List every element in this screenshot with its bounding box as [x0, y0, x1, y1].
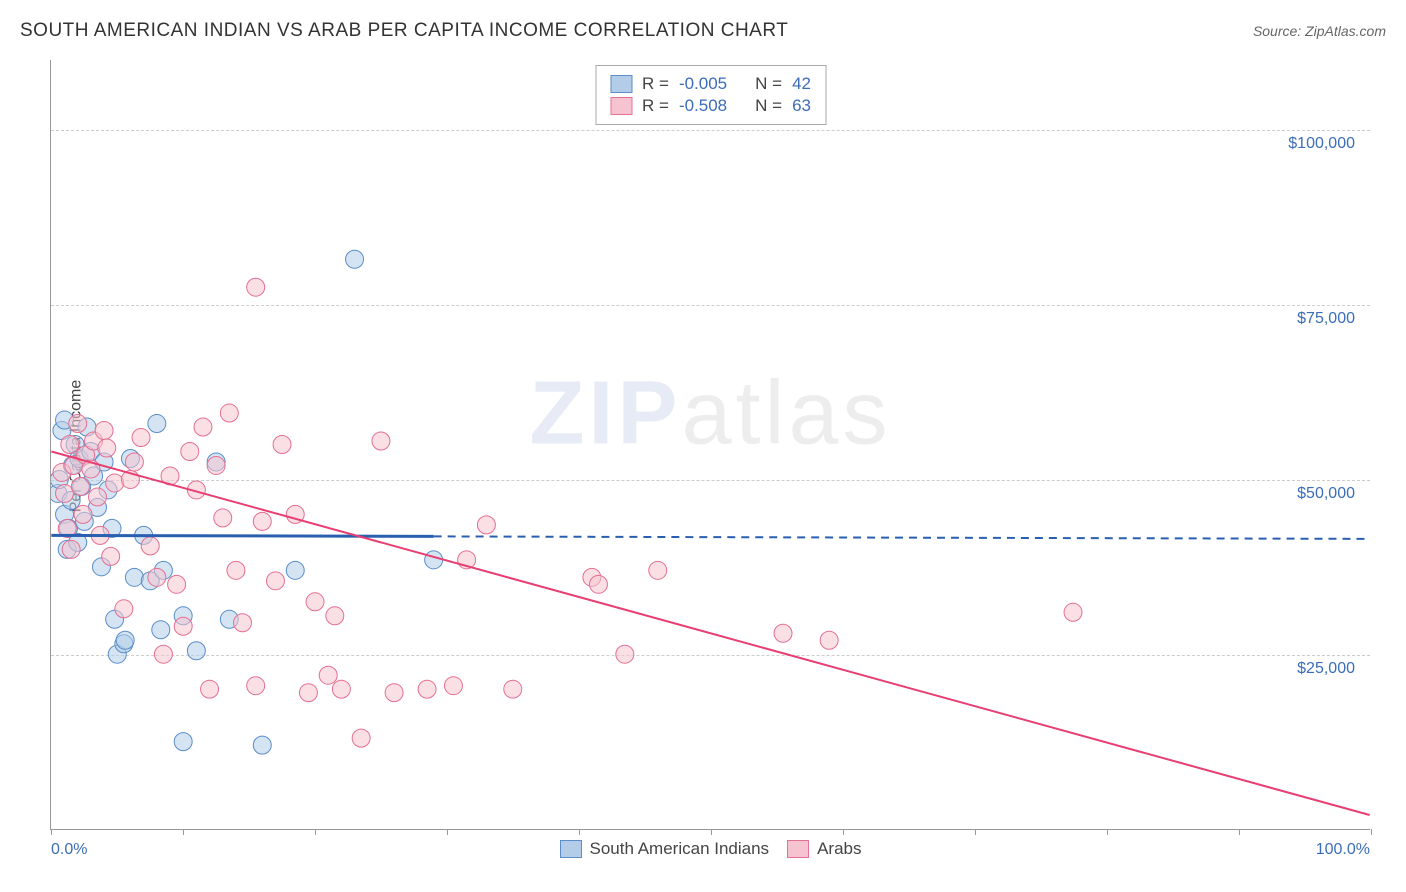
bottom-legend: South American Indians Arabs — [560, 839, 862, 859]
x-tick-label-left: 0.0% — [51, 841, 87, 859]
x-tick — [579, 829, 580, 835]
swatch-icon — [787, 840, 809, 858]
plot-area: ZIPatlas R = -0.005 N = 42 R = -0.508 N … — [50, 60, 1370, 830]
x-tick-label-right: 100.0% — [1316, 841, 1370, 859]
stats-row-0: R = -0.005 N = 42 — [610, 74, 811, 94]
x-tick — [447, 829, 448, 835]
chart-title: SOUTH AMERICAN INDIAN VS ARAB PER CAPITA… — [20, 20, 788, 42]
scatter-chart — [51, 60, 1370, 829]
stats-row-1: R = -0.508 N = 63 — [610, 96, 811, 116]
stats-box: R = -0.005 N = 42 R = -0.508 N = 63 — [595, 65, 826, 125]
swatch-icon — [610, 97, 632, 115]
legend-item-0: South American Indians — [560, 839, 770, 859]
legend-item-1: Arabs — [787, 839, 861, 859]
x-tick — [975, 829, 976, 835]
x-tick — [1371, 829, 1372, 835]
x-tick — [1239, 829, 1240, 835]
swatch-icon — [560, 840, 582, 858]
x-tick — [51, 829, 52, 835]
x-tick — [1107, 829, 1108, 835]
x-tick — [183, 829, 184, 835]
x-tick — [711, 829, 712, 835]
x-tick — [315, 829, 316, 835]
x-tick — [843, 829, 844, 835]
swatch-icon — [610, 75, 632, 93]
source-label: Source: ZipAtlas.com — [1253, 23, 1386, 39]
